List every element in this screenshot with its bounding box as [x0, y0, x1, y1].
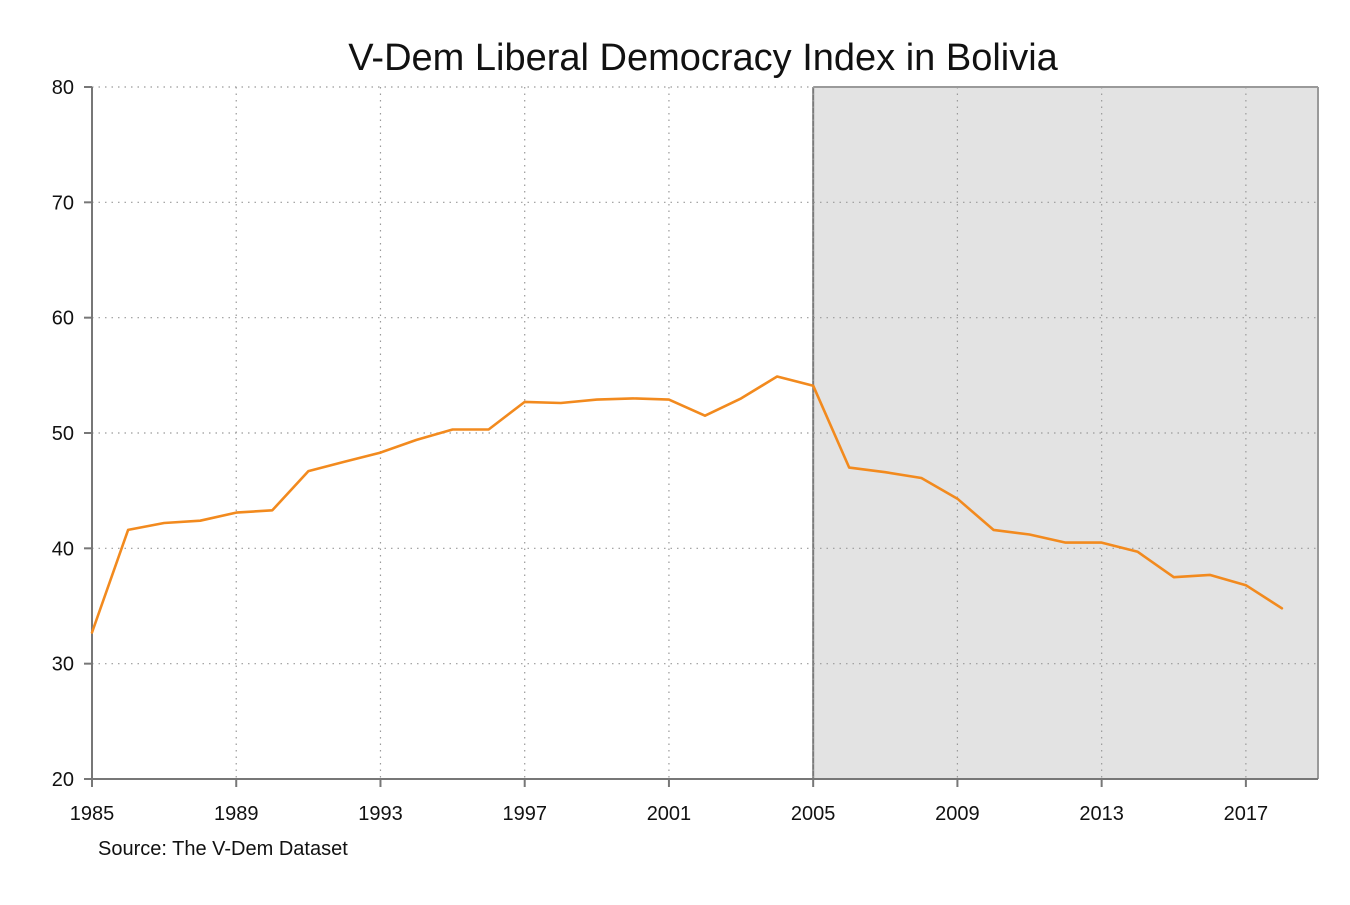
- data-point-2015: [1172, 575, 1176, 579]
- series-line-0: [90, 375, 1284, 634]
- y-tick-label-20: 20: [52, 769, 74, 791]
- data-point-1986: [126, 528, 130, 532]
- data-point-2009: [955, 497, 959, 501]
- chart-title: V-Dem Liberal Democracy Index in Bolivia: [348, 37, 1058, 79]
- data-point-2004: [775, 374, 779, 378]
- data-point-2001: [667, 398, 671, 402]
- data-point-1991: [306, 469, 310, 473]
- data-point-2003: [739, 396, 743, 400]
- data-point-2012: [1064, 541, 1068, 545]
- x-tick-label-1985: 1985: [70, 803, 115, 825]
- x-tick-label-1997: 1997: [502, 803, 547, 825]
- x-tick-label-2017: 2017: [1224, 803, 1269, 825]
- shaded-region-layer: [812, 86, 1319, 779]
- data-point-1998: [559, 401, 563, 405]
- data-point-2002: [703, 414, 707, 418]
- data-point-2010: [991, 528, 995, 532]
- gridlines: [92, 86, 1318, 779]
- data-point-2005: [811, 384, 815, 388]
- data-point-1995: [451, 428, 455, 432]
- y-tick-label-40: 40: [52, 538, 74, 560]
- data-point-2000: [631, 396, 635, 400]
- data-point-2014: [1136, 550, 1140, 554]
- y-tick-label-30: 30: [52, 654, 74, 676]
- x-tick-label-2001: 2001: [647, 803, 692, 825]
- data-point-1987: [162, 521, 166, 525]
- y-tick-label-60: 60: [52, 308, 74, 330]
- data-point-2018: [1280, 606, 1284, 610]
- axes: [84, 86, 1318, 787]
- y-tick-label-70: 70: [52, 192, 74, 214]
- y-tick-label-80: 80: [52, 77, 74, 99]
- data-point-2017: [1244, 583, 1248, 587]
- data-point-1999: [595, 398, 599, 402]
- data-point-1994: [415, 438, 419, 442]
- x-tick-label-1989: 1989: [214, 803, 259, 825]
- data-point-1989: [234, 511, 238, 515]
- shaded-region: [813, 87, 1318, 779]
- data-point-2011: [1028, 532, 1032, 536]
- data-point-2016: [1208, 573, 1212, 577]
- data-point-1993: [378, 451, 382, 455]
- x-tick-label-2009: 2009: [935, 803, 980, 825]
- source-note: Source: The V-Dem Dataset: [98, 838, 348, 860]
- tick-labels: 20 30 40 50 60 70 80 1985 1989 1993 1997 2001 2005 20…: [52, 77, 1268, 825]
- data-point-2008: [919, 476, 923, 480]
- x-tick-label-1993: 1993: [358, 803, 403, 825]
- x-tick-label-2013: 2013: [1079, 803, 1124, 825]
- data-point-2006: [847, 466, 851, 470]
- series-layer: [90, 374, 1284, 635]
- data-point-1997: [523, 400, 527, 404]
- y-tick-label-50: 50: [52, 423, 74, 445]
- data-point-1996: [487, 428, 491, 432]
- data-point-2013: [1100, 541, 1104, 545]
- data-point-1985: [90, 631, 94, 635]
- data-point-2007: [883, 470, 887, 474]
- data-point-1992: [342, 460, 346, 464]
- data-point-1990: [270, 508, 274, 512]
- data-point-1988: [198, 519, 202, 523]
- x-tick-label-2005: 2005: [791, 803, 836, 825]
